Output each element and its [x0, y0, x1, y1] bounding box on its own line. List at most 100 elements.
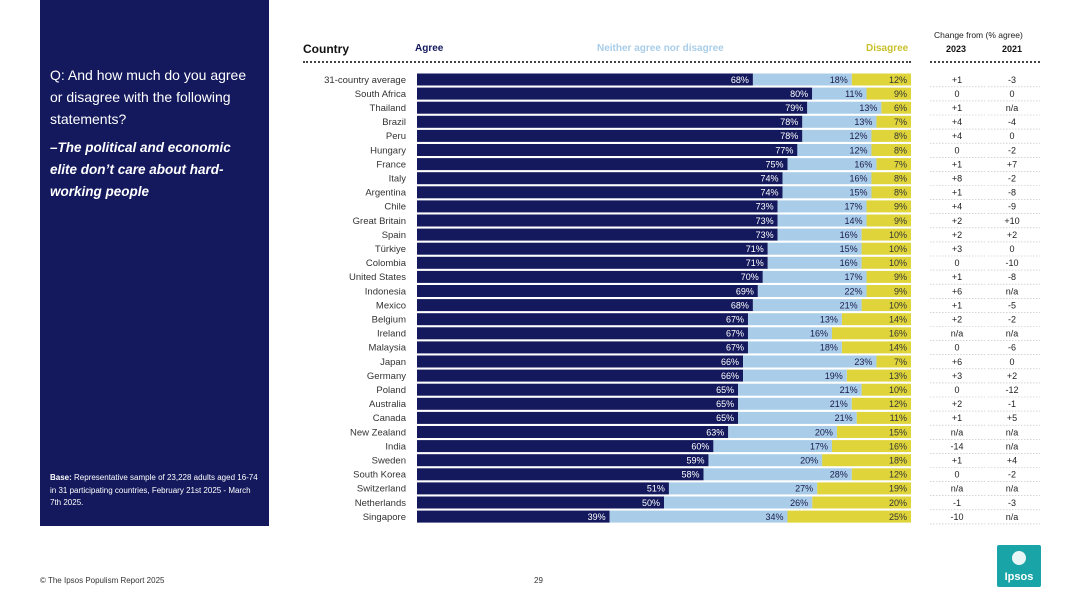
bar-agree [417, 454, 709, 467]
label-neither: 16% [840, 230, 858, 240]
bar-agree [417, 172, 783, 185]
bar-neither [752, 73, 852, 86]
bar-neither [713, 440, 832, 453]
label-agree: 73% [756, 202, 774, 212]
change-2023-value: +2 [952, 399, 962, 409]
change-2023-value: 0 [954, 385, 959, 395]
bar-disagree [871, 186, 911, 199]
bar-disagree [851, 468, 911, 481]
change-2023-value: n/a [951, 484, 964, 494]
label-neither: 15% [840, 244, 858, 254]
country-label: Singapore [363, 512, 406, 523]
change-2021-value: -3 [1008, 498, 1016, 508]
label-disagree: 9% [894, 202, 907, 212]
bar-neither [738, 383, 862, 396]
question-panel: Q: And how much do you agree or disagree… [40, 0, 269, 526]
label-agree: 74% [761, 174, 779, 184]
bar-agree [417, 397, 739, 410]
label-neither: 27% [795, 484, 813, 494]
bar-neither [668, 482, 818, 495]
bar-neither [747, 313, 842, 326]
change-2023-value: +3 [952, 244, 962, 254]
label-neither: 16% [849, 174, 867, 184]
bar-disagree [812, 496, 911, 509]
label-agree: 67% [726, 315, 744, 325]
label-disagree: 20% [889, 498, 907, 508]
label-neither: 13% [820, 315, 838, 325]
label-disagree: 9% [894, 286, 907, 296]
country-label: Great Britain [353, 216, 406, 227]
label-disagree: 8% [894, 174, 907, 184]
year-2023-header: 2023 [946, 44, 967, 54]
bar-disagree [861, 299, 911, 312]
label-agree: 67% [726, 343, 744, 353]
label-agree: 79% [785, 103, 803, 113]
bar-disagree [866, 285, 911, 297]
change-2023-value: +1 [952, 159, 962, 169]
legend-neither: Neither agree nor disagree [597, 43, 724, 54]
change-2021-value: n/a [1006, 286, 1019, 296]
bar-neither [728, 426, 837, 438]
label-disagree: 16% [889, 329, 907, 339]
label-neither: 14% [845, 216, 863, 226]
label-neither: 16% [840, 258, 858, 268]
country-label: Brazil [382, 117, 406, 128]
country-label: United States [349, 272, 406, 283]
label-disagree: 8% [894, 131, 907, 141]
bar-agree [417, 496, 664, 509]
label-neither: 16% [854, 159, 872, 169]
bar-disagree [841, 341, 911, 354]
label-agree: 71% [746, 258, 764, 268]
bar-agree [417, 510, 610, 523]
bar-neither [812, 87, 867, 100]
change-2023-value: n/a [951, 427, 964, 437]
label-neither: 16% [810, 329, 828, 339]
bar-neither [807, 101, 882, 114]
label-disagree: 10% [889, 258, 907, 268]
change-2021-value: -2 [1008, 174, 1016, 184]
label-agree: 66% [721, 357, 739, 367]
country-label: Malaysia [369, 343, 407, 354]
bar-agree [417, 383, 739, 396]
change-divider [930, 61, 1040, 63]
label-neither: 21% [835, 413, 853, 423]
label-neither: 12% [849, 131, 867, 141]
label-neither: 13% [854, 117, 872, 127]
change-2021-value: n/a [1006, 427, 1019, 437]
change-2023-value: +6 [952, 357, 962, 367]
ipsos-logo: Ipsos [997, 545, 1041, 587]
label-neither: 20% [815, 427, 833, 437]
label-neither: 13% [859, 103, 877, 113]
bar-agree [417, 299, 753, 312]
label-agree: 59% [686, 456, 704, 466]
label-neither: 23% [854, 357, 872, 367]
country-label: France [376, 159, 406, 170]
change-2021-value: -12 [1005, 385, 1018, 395]
change-2023-value: +2 [952, 315, 962, 325]
change-2021-value: 0 [1009, 357, 1014, 367]
label-neither: 21% [840, 385, 858, 395]
label-disagree: 11% [890, 413, 907, 423]
label-agree: 77% [775, 145, 793, 155]
legend-agree: Agree [415, 43, 444, 54]
change-2023-value: +2 [952, 230, 962, 240]
bar-agree [417, 482, 669, 495]
bar-neither [609, 510, 788, 523]
change-2021-value: +10 [1004, 216, 1019, 226]
change-2021-value: n/a [1006, 329, 1019, 339]
label-agree: 66% [721, 371, 739, 381]
country-label: Indonesia [365, 286, 407, 297]
bar-disagree [876, 355, 911, 368]
bar-agree [417, 87, 813, 100]
bar-neither [664, 496, 813, 509]
change-2021-value: -5 [1008, 300, 1016, 310]
bar-agree [417, 411, 739, 424]
label-disagree: 7% [894, 357, 907, 367]
change-2023-value: +8 [952, 174, 962, 184]
label-agree: 80% [790, 89, 808, 99]
label-disagree: 9% [894, 216, 907, 226]
label-disagree: 7% [894, 117, 907, 127]
country-label: New Zealand [350, 427, 406, 438]
bar-neither [743, 355, 877, 368]
change-2023-value: -14 [950, 441, 963, 451]
